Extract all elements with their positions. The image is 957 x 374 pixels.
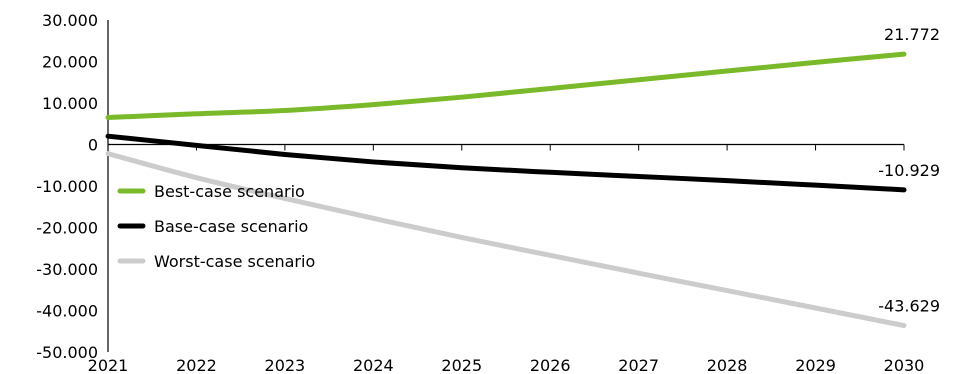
x-tick-label: 2028 <box>707 356 748 374</box>
y-tick-label: -30.000 <box>36 260 98 279</box>
series-line-worst-case <box>105 151 907 329</box>
y-tick-label: 30.000 <box>42 11 98 30</box>
x-tick-label: 2023 <box>265 356 306 374</box>
x-tick-label: 2022 <box>176 356 217 374</box>
y-tick-label: -10.000 <box>36 177 98 196</box>
y-tick-label: -40.000 <box>36 302 98 321</box>
end-label: -10.929 <box>878 161 940 180</box>
end-label: 21.772 <box>884 25 940 44</box>
x-tick-label: 2029 <box>795 356 836 374</box>
x-tick-label: 2027 <box>618 356 659 374</box>
y-tick-label: 10.000 <box>42 94 98 113</box>
axes: 30.000 20.000 10.000 0 -10.000 -20.000 -30.000… <box>36 11 924 374</box>
y-tick-label: -50.000 <box>36 343 98 362</box>
y-tick-label: -20.000 <box>36 219 98 238</box>
end-label: -43.629 <box>878 297 940 316</box>
x-tick-label: 2025 <box>441 356 482 374</box>
x-tick-label: 2024 <box>353 356 394 374</box>
y-tick-label: 20.000 <box>42 53 98 72</box>
x-tick-label: 2030 <box>884 356 925 374</box>
y-tick-label: 0 <box>88 136 98 155</box>
end-labels: 21.772 -10.929 -43.629 <box>878 25 940 315</box>
x-tick-label: 2021 <box>88 356 129 374</box>
x-tick-label: 2026 <box>530 356 571 374</box>
series-line-base-case <box>105 133 907 193</box>
series-line-best-case <box>105 51 907 121</box>
series-lines <box>105 51 907 329</box>
legend-label: Base-case scenario <box>154 217 308 236</box>
legend: Best-case scenario Base-case scenario Wors… <box>117 182 315 271</box>
legend-label: Worst-case scenario <box>154 252 315 271</box>
legend-label: Best-case scenario <box>154 182 305 201</box>
